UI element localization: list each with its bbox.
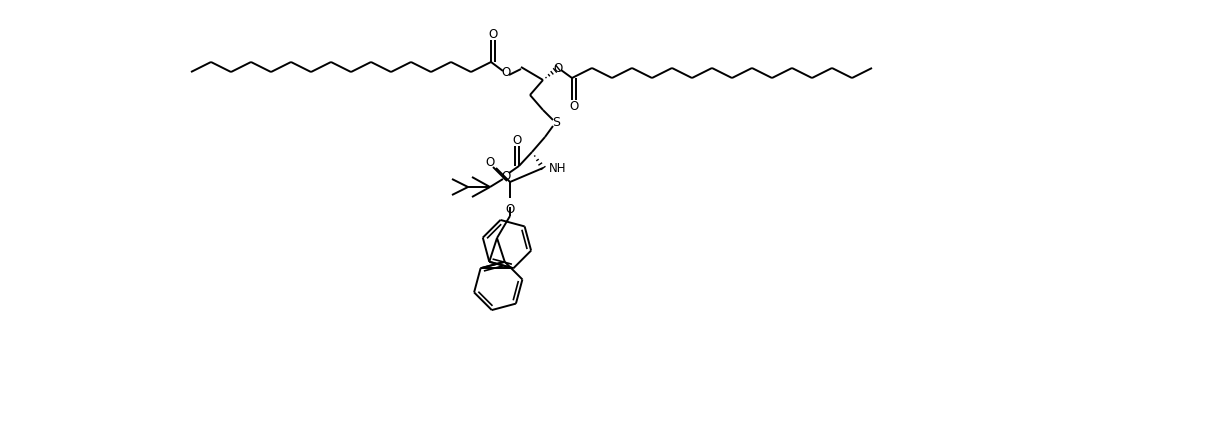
Text: S: S [552,116,560,129]
Text: O: O [489,29,497,42]
Text: O: O [569,99,579,112]
Text: NH: NH [549,161,567,174]
Text: O: O [501,170,511,183]
Text: O: O [485,155,495,168]
Text: O: O [512,135,522,148]
Text: O: O [506,203,514,216]
Text: O: O [553,62,563,75]
Text: O: O [501,66,511,79]
